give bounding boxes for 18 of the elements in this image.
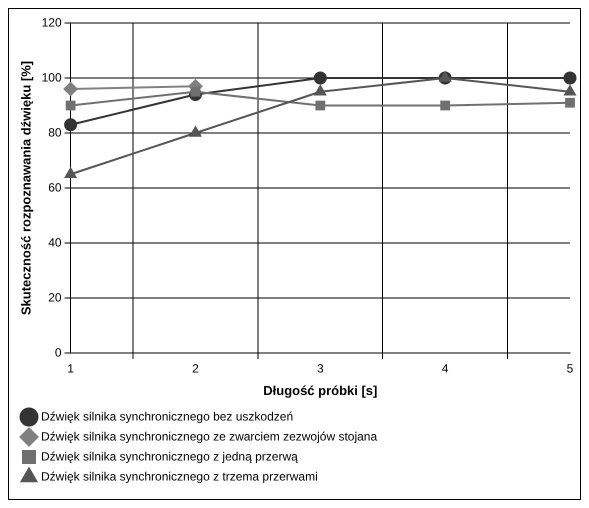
y-tick-label: 80 (48, 125, 62, 140)
y-tick-label: 20 (48, 290, 62, 304)
y-tick-label: 120 (42, 15, 62, 30)
x-tick-label: 2 (192, 362, 200, 376)
legend-label: Dźwięk silnika synchronicznego ze zwarciem zezwojów stojana (41, 429, 378, 444)
x-tick-label: 1 (67, 362, 74, 376)
x-tick-label: 4 (442, 362, 449, 376)
x-tick-label: 3 (316, 362, 324, 376)
legend-label: Dźwięk silnika synchronicznego bez uszkodzeń (41, 409, 294, 424)
y-axis-title: Skuteczność rozpoznawania dźwięku [%] (18, 60, 34, 316)
y-tick-label: 40 (48, 235, 62, 250)
y-tick-label: 60 (48, 180, 62, 194)
y-tick-label: 100 (42, 70, 62, 84)
y-tick-label: 0 (54, 345, 62, 360)
x-tick-label: 5 (566, 362, 574, 376)
legend-label: Dźwięk silnika synchronicznego z trzema przerwami (41, 469, 318, 484)
legend-label: Dźwięk silnika synchronicznego z jedną przerwą (41, 449, 298, 464)
x-axis-title: Długość próbki [s] (263, 382, 378, 398)
